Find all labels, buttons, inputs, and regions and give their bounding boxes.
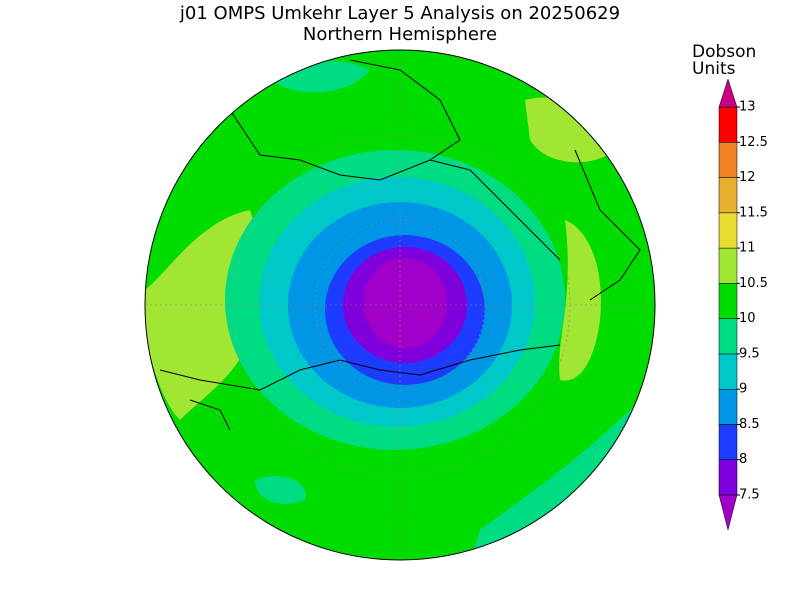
- colorbar-tick-label: 8: [739, 452, 747, 467]
- contour-ring: [363, 258, 447, 348]
- coastlines: [159, 59, 641, 431]
- colorbar-segment: [718, 283, 738, 319]
- colorbar-segment: [718, 424, 738, 460]
- colorbar-tick-label: 11: [739, 241, 756, 256]
- colorbar-segment: [718, 459, 738, 496]
- colorbar-tick-label: 12: [739, 170, 756, 185]
- colorbar-segment: [718, 318, 738, 355]
- contour-patch: [255, 476, 306, 504]
- graticule: [145, 50, 655, 560]
- colorbar-segment: [718, 247, 738, 284]
- contour-patch: [559, 220, 601, 381]
- colorbar-tick-label: 10: [739, 311, 756, 326]
- colorbar-tick-label: 10.5: [739, 276, 768, 291]
- colorbar: 7.5 8 8.5 9 9.5 10 10.5 11 11.5 12 12.5 13: [718, 78, 768, 531]
- colorbar-tick-label: 8.5: [739, 417, 760, 432]
- subtitle: Northern Hemisphere: [303, 24, 497, 45]
- colorbar-tick-label: 9.5: [739, 346, 760, 361]
- colorbar-segment: [718, 177, 738, 214]
- colorbar-segment: [718, 353, 738, 390]
- colorbar-segment: [718, 142, 738, 178]
- colorbar-segment: [718, 388, 738, 425]
- title: j01 OMPS Umkehr Layer 5 Analysis on 2025…: [179, 3, 620, 24]
- colorbar-tick-label: 11.5: [739, 205, 768, 220]
- colorbar-over: [718, 78, 738, 108]
- colorbar-tick-label: 9: [739, 382, 747, 397]
- map-border: [144, 49, 656, 561]
- colorbar-under: [718, 494, 738, 531]
- colorbar-label: Units: [692, 59, 736, 79]
- colorbar-segment: [718, 106, 738, 143]
- colorbar-tick-label: 7.5: [739, 488, 760, 503]
- contour-patch: [145, 210, 255, 420]
- colorbar-tick-label: 12.5: [739, 135, 768, 150]
- contour-patch: [525, 97, 615, 163]
- map: [145, 50, 655, 560]
- colorbar-label: Dobson: [692, 42, 756, 62]
- colorbar-tick-label: 13: [739, 100, 756, 115]
- colorbar-segment: [718, 212, 738, 249]
